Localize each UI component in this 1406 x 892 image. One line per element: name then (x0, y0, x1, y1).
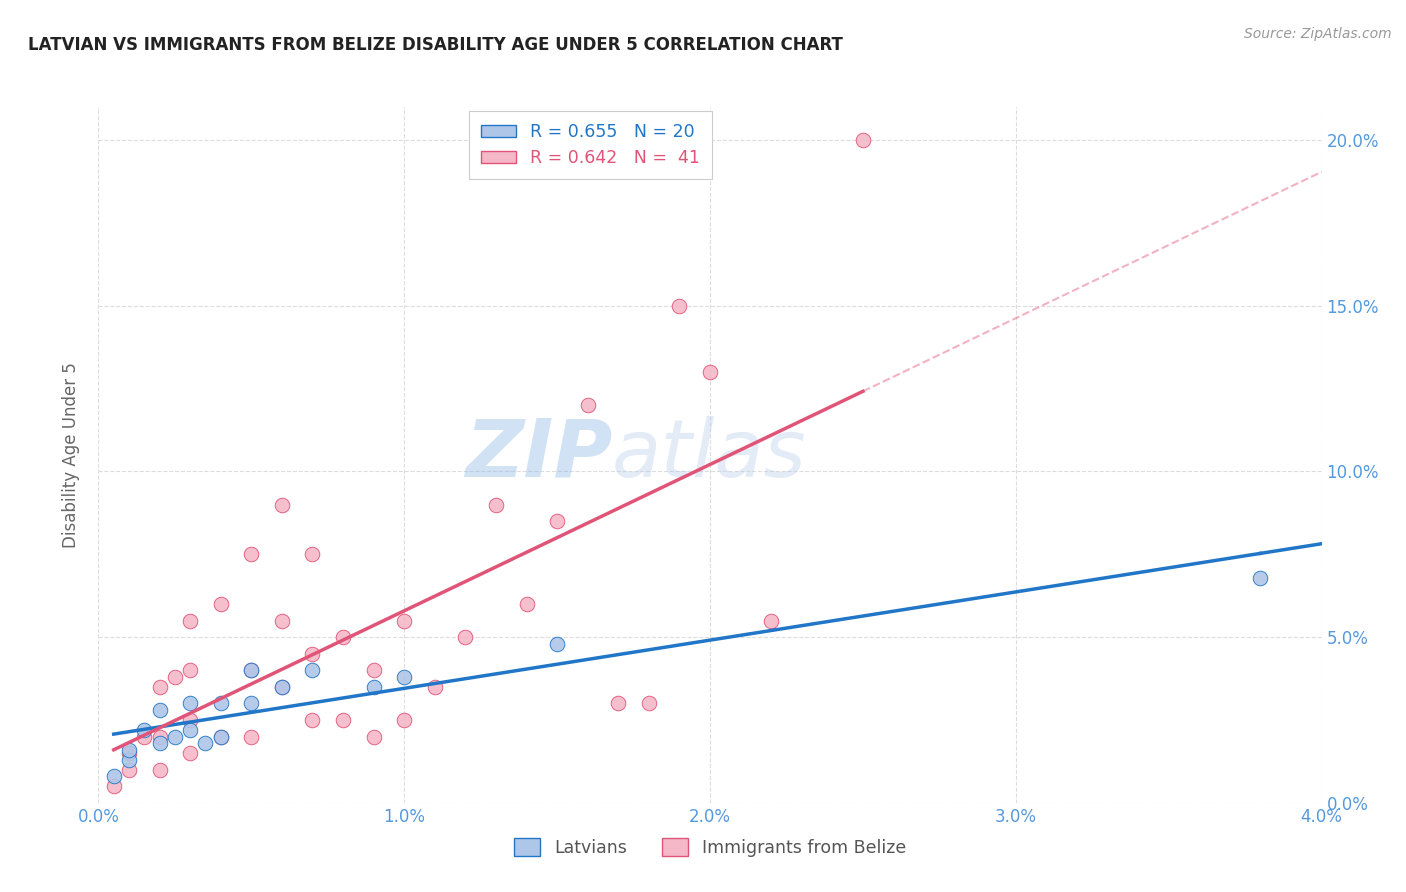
Text: ZIP: ZIP (465, 416, 612, 494)
Point (363, 680, 385, 694)
Point (699, 365, 721, 379)
Point (209, 597, 232, 611)
Point (759, 614, 782, 628)
Point (149, 703, 172, 717)
Point (546, 637, 568, 651)
Point (179, 746, 201, 760)
Point (576, 398, 599, 412)
Point (118, 746, 141, 760)
Point (392, 670, 416, 684)
Point (270, 680, 294, 694)
Point (363, 663, 385, 677)
Point (668, 299, 690, 313)
Point (240, 663, 263, 677)
Point (118, 743, 141, 757)
Point (301, 647, 323, 661)
Point (209, 697, 232, 711)
Point (103, 769, 125, 783)
Point (194, 736, 217, 750)
Point (546, 514, 568, 528)
Point (301, 547, 323, 561)
Point (852, 133, 875, 147)
Point (485, 498, 508, 512)
Point (163, 730, 186, 744)
Point (516, 597, 538, 611)
Point (209, 730, 232, 744)
Point (454, 630, 477, 644)
Point (163, 670, 186, 684)
Point (270, 498, 294, 512)
Legend: Latvians, Immigrants from Belize: Latvians, Immigrants from Belize (508, 831, 912, 863)
Point (392, 713, 416, 727)
Point (134, 730, 156, 744)
Point (134, 723, 156, 737)
Point (332, 713, 354, 727)
Point (240, 730, 263, 744)
Point (149, 680, 172, 694)
Point (149, 763, 172, 777)
Point (179, 663, 201, 677)
Point (363, 730, 385, 744)
Point (270, 614, 294, 628)
Point (179, 723, 201, 737)
Point (103, 779, 125, 793)
Text: LATVIAN VS IMMIGRANTS FROM BELIZE DISABILITY AGE UNDER 5 CORRELATION CHART: LATVIAN VS IMMIGRANTS FROM BELIZE DISABI… (28, 36, 844, 54)
Point (270, 680, 294, 694)
Point (118, 753, 141, 767)
Point (392, 614, 416, 628)
Point (301, 713, 323, 727)
Point (1249, 570, 1271, 584)
Point (301, 663, 323, 677)
Text: Source: ZipAtlas.com: Source: ZipAtlas.com (1244, 27, 1392, 41)
Point (423, 680, 446, 694)
Point (179, 614, 201, 628)
Text: atlas: atlas (612, 416, 807, 494)
Point (209, 730, 232, 744)
Point (118, 763, 141, 777)
Point (637, 697, 661, 711)
Point (179, 697, 201, 711)
Point (179, 713, 201, 727)
Point (240, 547, 263, 561)
Point (240, 697, 263, 711)
Y-axis label: Disability Age Under 5: Disability Age Under 5 (62, 362, 80, 548)
Point (240, 663, 263, 677)
Point (607, 697, 630, 711)
Point (149, 730, 172, 744)
Point (332, 630, 354, 644)
Point (149, 736, 172, 750)
